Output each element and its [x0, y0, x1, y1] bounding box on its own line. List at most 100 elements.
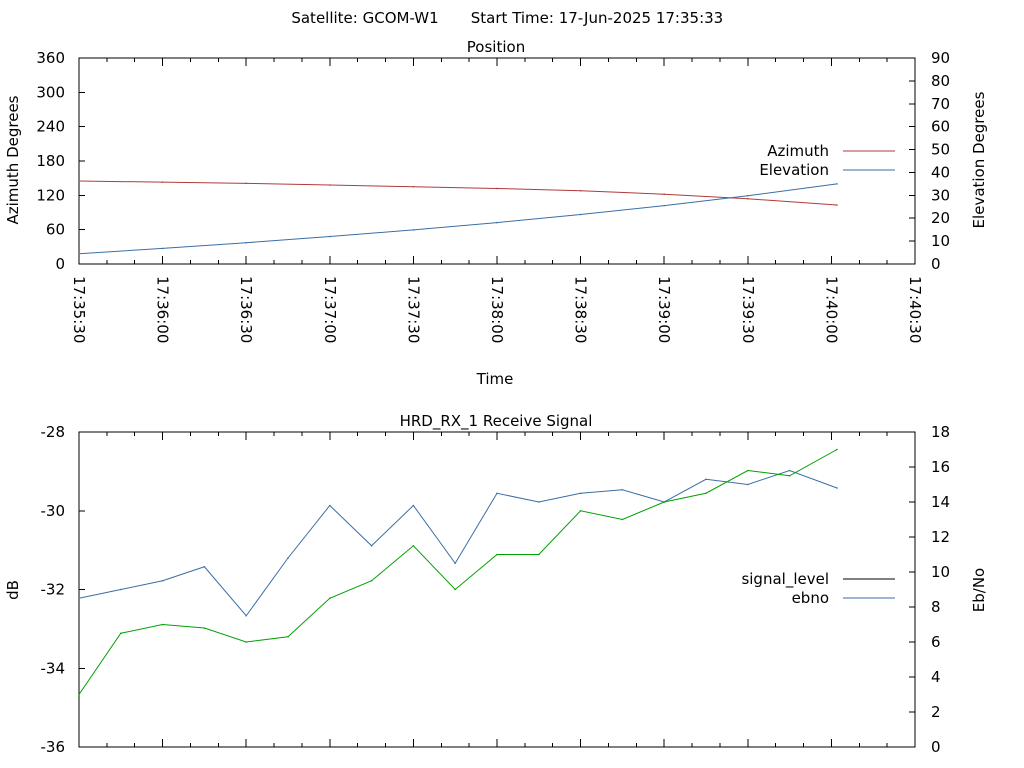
- signal-y-tick-label: -28: [41, 423, 66, 441]
- position-series-Elevation-point: [329, 235, 331, 238]
- signal-series-ebno-point: [705, 478, 707, 481]
- signal-y2-tick-label: 10: [931, 563, 950, 581]
- signal-y-tick-label: -30: [41, 502, 66, 520]
- position-series-Azimuth-point: [836, 204, 838, 206]
- signal-series-unnamed-point: [329, 597, 331, 600]
- signal-series-unnamed-point: [454, 588, 457, 591]
- signal-y2-tick-label: 8: [931, 598, 941, 616]
- position-x-tick-label: 17:38:00: [488, 276, 506, 343]
- position-chart: Position Azimuth Degrees Elevation Degre…: [4, 38, 988, 388]
- position-series-Elevation-point: [245, 241, 247, 244]
- position-y-tick-label: 0: [55, 255, 65, 273]
- signal-y2-tick-label: 14: [931, 493, 950, 511]
- position-series-Elevation-point: [663, 204, 665, 207]
- position-series-Azimuth-point: [78, 180, 80, 182]
- signal-series-ebno-point: [412, 504, 415, 507]
- signal-series-unnamed-point: [370, 579, 373, 582]
- position-y-tick-label: 60: [46, 221, 65, 239]
- position-y2-axis-label: Elevation Degrees: [970, 91, 988, 228]
- position-legend-label: Azimuth: [767, 142, 829, 160]
- start-time-label: Start Time: 17-Jun-2025 17:35:33: [471, 9, 723, 27]
- signal-series-ebno-point: [496, 492, 498, 495]
- position-x-tick-label: 17:36:00: [154, 276, 172, 343]
- signal-series-unnamed-point: [663, 501, 665, 503]
- signal-y-tick-label: -34: [41, 659, 66, 677]
- position-y2-tick-label: 80: [931, 72, 950, 90]
- signal-series-ebno-point: [579, 492, 582, 495]
- signal-y2-tick-label: 12: [931, 528, 950, 546]
- position-x-tick-label: 17:40:30: [906, 276, 924, 343]
- position-series-Elevation-point: [496, 221, 498, 224]
- position-series-Azimuth-point: [245, 182, 247, 185]
- satellite-label: Satellite: GCOM-W1: [291, 9, 438, 27]
- position-series-Azimuth-point: [412, 185, 415, 188]
- signal-series-ebno-point: [621, 488, 624, 491]
- signal-legend-label: ebno: [792, 589, 829, 607]
- position-y2-tick-label: 10: [931, 232, 950, 250]
- position-x-tick-label: 17:40:00: [822, 276, 840, 343]
- signal-series-unnamed-point: [203, 627, 206, 629]
- position-series-Azimuth-point: [663, 193, 665, 195]
- position-series-Elevation-point: [78, 252, 80, 255]
- position-y2-tick-label: 50: [931, 141, 950, 159]
- position-y2-tick-label: 90: [931, 49, 950, 67]
- signal-series-ebno-point: [747, 483, 749, 486]
- signal-y-tick-label: -36: [41, 738, 66, 756]
- position-chart-title: Position: [467, 38, 525, 56]
- signal-y-axis-label: dB: [4, 580, 22, 600]
- position-x-tick-label: 17:35:30: [70, 276, 88, 343]
- position-legend-label: Elevation: [759, 161, 829, 179]
- position-series-Azimuth-point: [161, 181, 164, 183]
- signal-series-unnamed-point: [705, 492, 707, 495]
- signal-y2-tick-label: 0: [931, 738, 941, 756]
- signal-series-unnamed-point: [78, 693, 80, 696]
- position-x-tick-label: 17:37:30: [404, 276, 422, 343]
- signal-series-unnamed-point: [287, 635, 289, 638]
- position-series-Elevation-point: [836, 183, 838, 185]
- signal-series-ebno-point: [120, 588, 122, 591]
- position-y-tick-label: 240: [36, 118, 65, 136]
- signal-series-ebno-point: [287, 557, 289, 559]
- signal-series-unnamed-point: [836, 448, 838, 451]
- position-y-tick-label: 300: [36, 83, 65, 101]
- signal-y2-tick-label: 18: [931, 423, 950, 441]
- position-series-Azimuth-point: [579, 189, 582, 192]
- signal-chart-title: HRD_RX_1 Receive Signal: [400, 412, 593, 431]
- signal-series-unnamed-point: [621, 518, 624, 521]
- position-y-axis-label: Azimuth Degrees: [4, 95, 22, 224]
- position-x-tick-label: 17:36:30: [237, 276, 255, 343]
- position-x-tick-label: 17:39:00: [655, 276, 673, 343]
- signal-series-ebno-point: [78, 597, 80, 600]
- signal-series-unnamed-point: [412, 544, 415, 547]
- position-y-tick-label: 180: [36, 152, 65, 170]
- signal-series-ebno-point: [836, 487, 838, 489]
- signal-series-ebno-point: [370, 544, 373, 547]
- position-series-Elevation-point: [161, 247, 164, 250]
- position-x-axis-label: Time: [476, 370, 514, 388]
- position-y2-tick-label: 60: [931, 118, 950, 136]
- signal-series-unnamed-point: [788, 474, 791, 477]
- signal-series-ebno-point: [161, 579, 164, 582]
- receive-signal-chart: HRD_RX_1 Receive Signal dB Eb/No -36 -34 -…: [4, 412, 988, 756]
- position-x-tick-label: 17:39:30: [739, 276, 757, 343]
- signal-series-ebno-point: [454, 562, 457, 565]
- position-series-Azimuth-point: [496, 187, 498, 190]
- position-series-Elevation-point: [747, 194, 749, 197]
- signal-series-unnamed-point: [496, 553, 498, 556]
- signal-series-ebno-point: [245, 614, 247, 617]
- position-y-tick-label: 360: [36, 49, 65, 67]
- signal-y2-axis-label: Eb/No: [970, 568, 988, 612]
- position-series-Elevation-point: [579, 213, 582, 216]
- signal-series-ebno-point: [203, 565, 206, 568]
- position-x-tick-label: 17:37:00: [321, 276, 339, 343]
- signal-series-unnamed-point: [538, 553, 540, 556]
- signal-y2-tick-label: 6: [931, 633, 941, 651]
- signal-legend-label: signal_level: [741, 570, 829, 589]
- signal-y2-tick-label: 16: [931, 458, 950, 476]
- signal-y2-tick-label: 2: [931, 703, 941, 721]
- position-series-Elevation-line: [78, 183, 838, 255]
- position-y2-tick-label: 20: [931, 209, 950, 227]
- position-series-Azimuth-point: [747, 197, 749, 200]
- signal-series-unnamed-point: [579, 509, 582, 512]
